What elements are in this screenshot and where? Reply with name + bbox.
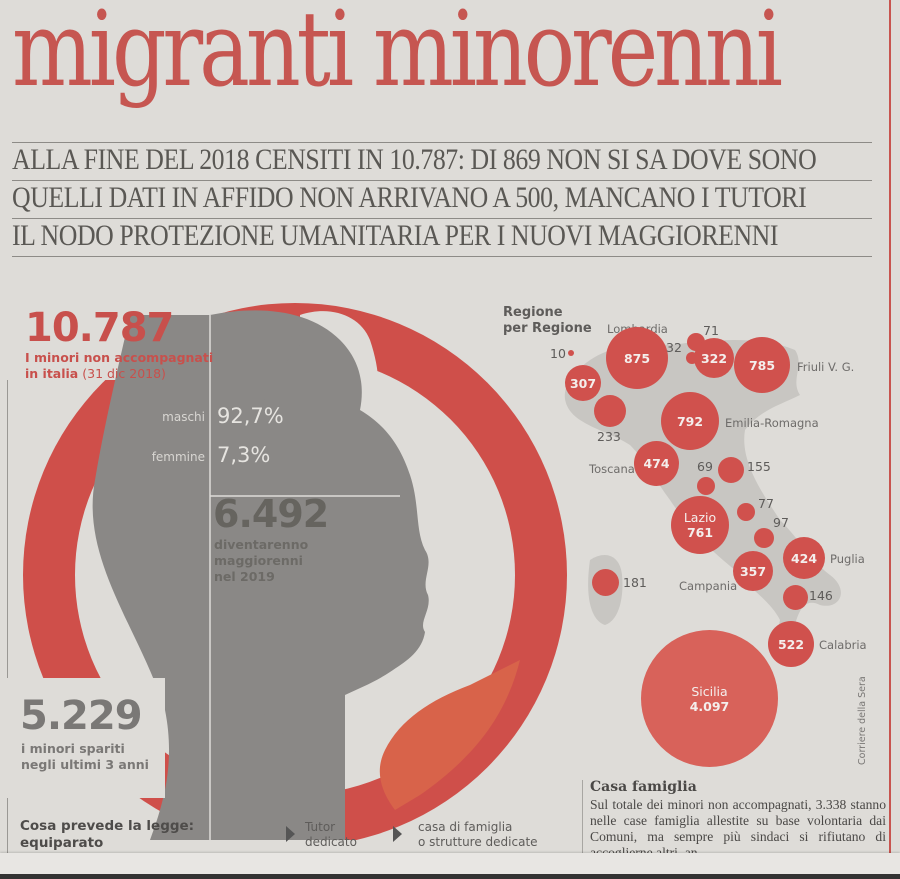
subhead-rule bbox=[12, 218, 872, 219]
total-date: (31 dic 2018) bbox=[82, 366, 166, 381]
adults-2019-label: diventarenno maggiorenni nel 2019 bbox=[214, 537, 308, 585]
bubble-abruzzo[interactable] bbox=[737, 503, 755, 521]
bubble-piemonte[interactable]: 307 bbox=[565, 365, 601, 401]
bubble-toscana[interactable]: 474 bbox=[634, 441, 679, 486]
bubble-lombardia[interactable]: 875 bbox=[606, 327, 668, 389]
bubble-sardegna[interactable] bbox=[592, 569, 619, 596]
article-title: Casa famiglia bbox=[590, 779, 697, 795]
value-trentino: 71 bbox=[703, 323, 719, 338]
total-minors-label: I minori non accompagnati in italia (31 … bbox=[25, 350, 213, 382]
label-toscana: Toscana bbox=[589, 462, 635, 476]
column-rule-left bbox=[7, 280, 8, 860]
value-marche: 155 bbox=[747, 459, 771, 474]
male-percent: 92,7% bbox=[217, 404, 284, 428]
subhead-line-1: ALLA FINE DEL 2018 CENSITI IN 10.787: DI… bbox=[12, 143, 817, 176]
value-sardegna: 181 bbox=[623, 575, 647, 590]
map-title-line2: per Regione bbox=[503, 321, 592, 336]
law-item-casa: casa di famiglia o strutture dedicate bbox=[418, 820, 538, 850]
bubble-molise[interactable] bbox=[754, 528, 774, 548]
missing-label-line1: i minori spariti bbox=[21, 741, 125, 756]
value-molise: 97 bbox=[773, 515, 789, 530]
map-title-line1: Regione bbox=[503, 305, 563, 320]
subhead-rule bbox=[12, 142, 872, 143]
bubble-sicilia[interactable]: Sicilia 4.097 bbox=[641, 630, 778, 767]
law-item-tutor-line2: dedicato bbox=[305, 835, 357, 849]
missing-label-line2: negli ultimi 3 anni bbox=[21, 757, 149, 772]
bubble-umbria[interactable] bbox=[697, 477, 715, 495]
head-silhouette-graphic bbox=[0, 280, 567, 840]
subhead-rule bbox=[12, 256, 872, 257]
scan-edge bbox=[0, 874, 900, 879]
arrow-right-icon bbox=[286, 826, 295, 842]
total-label-line2: in italia bbox=[25, 366, 79, 381]
value-umbria: 69 bbox=[697, 459, 713, 474]
label-emilia-romagna: Emilia-Romagna bbox=[725, 416, 819, 430]
map-title: Regione per Regione bbox=[503, 305, 592, 337]
bubble-friuli[interactable]: 785 bbox=[734, 337, 790, 393]
column-rule-right bbox=[889, 0, 891, 860]
adults-label-line3: nel 2019 bbox=[214, 569, 275, 584]
value-basilicata: 146 bbox=[809, 588, 833, 603]
bubble-campania[interactable]: 357 bbox=[733, 551, 773, 591]
bubble-puglia[interactable]: 424 bbox=[783, 537, 825, 579]
female-percent: 7,3% bbox=[217, 443, 271, 467]
bubble-veneto[interactable]: 322 bbox=[694, 338, 734, 378]
article-body: Sul totale dei minori non accompagnati, … bbox=[590, 797, 886, 860]
law-title-line1: Cosa prevede la legge: equiparato bbox=[20, 818, 195, 851]
headline: migranti minorenni bbox=[12, 0, 783, 110]
subhead-line-2: QUELLI DATI IN AFFIDO NON ARRIVANO A 500… bbox=[12, 181, 807, 214]
law-item-tutor: Tutor dedicato bbox=[305, 820, 357, 850]
bubble-lazio[interactable]: Lazio 761 bbox=[671, 496, 729, 554]
male-label: maschi bbox=[162, 410, 205, 424]
bubble-valle-aosta[interactable] bbox=[568, 350, 574, 356]
label-friuli: Friuli V. G. bbox=[797, 360, 855, 374]
missing-minors-value: 5.229 bbox=[20, 693, 143, 739]
subhead-rule bbox=[12, 180, 872, 181]
label-campania: Campania bbox=[679, 579, 738, 593]
value-abruzzo: 77 bbox=[758, 496, 774, 511]
missing-minors-label: i minori spariti negli ultimi 3 anni bbox=[21, 741, 149, 773]
label-calabria: Calabria bbox=[819, 638, 867, 652]
value-liguria: 233 bbox=[597, 429, 621, 444]
bubble-basilicata[interactable] bbox=[783, 585, 808, 610]
arrow-right-icon bbox=[393, 826, 402, 842]
female-label: femmine bbox=[151, 450, 205, 464]
bubble-calabria[interactable]: 522 bbox=[768, 621, 814, 667]
law-item-casa-line2: o strutture dedicate bbox=[418, 835, 538, 849]
adults-label-line1: diventarenno bbox=[214, 537, 309, 552]
graphic-credit: Corriere della Sera bbox=[857, 676, 868, 765]
total-minors-value: 10.787 bbox=[25, 305, 174, 351]
bubble-marche[interactable] bbox=[718, 457, 744, 483]
subhead-line-3: IL NODO PROTEZIONE UMANITARIA PER I NUOV… bbox=[12, 219, 779, 252]
article-rule bbox=[582, 780, 583, 860]
total-label-line1: I minori non accompagnati bbox=[25, 350, 214, 365]
value-32: 32 bbox=[666, 340, 682, 355]
adults-label-line2: maggiorenni bbox=[214, 553, 303, 568]
bubble-emilia-romagna[interactable]: 792 bbox=[661, 392, 719, 450]
law-item-tutor-line1: Tutor bbox=[305, 820, 336, 834]
bubble-liguria[interactable] bbox=[594, 395, 626, 427]
label-puglia: Puglia bbox=[830, 552, 865, 566]
value-valle-aosta: 10 bbox=[550, 346, 566, 361]
law-item-casa-line1: casa di famiglia bbox=[418, 820, 513, 834]
adults-2019-value: 6.492 bbox=[213, 492, 329, 536]
